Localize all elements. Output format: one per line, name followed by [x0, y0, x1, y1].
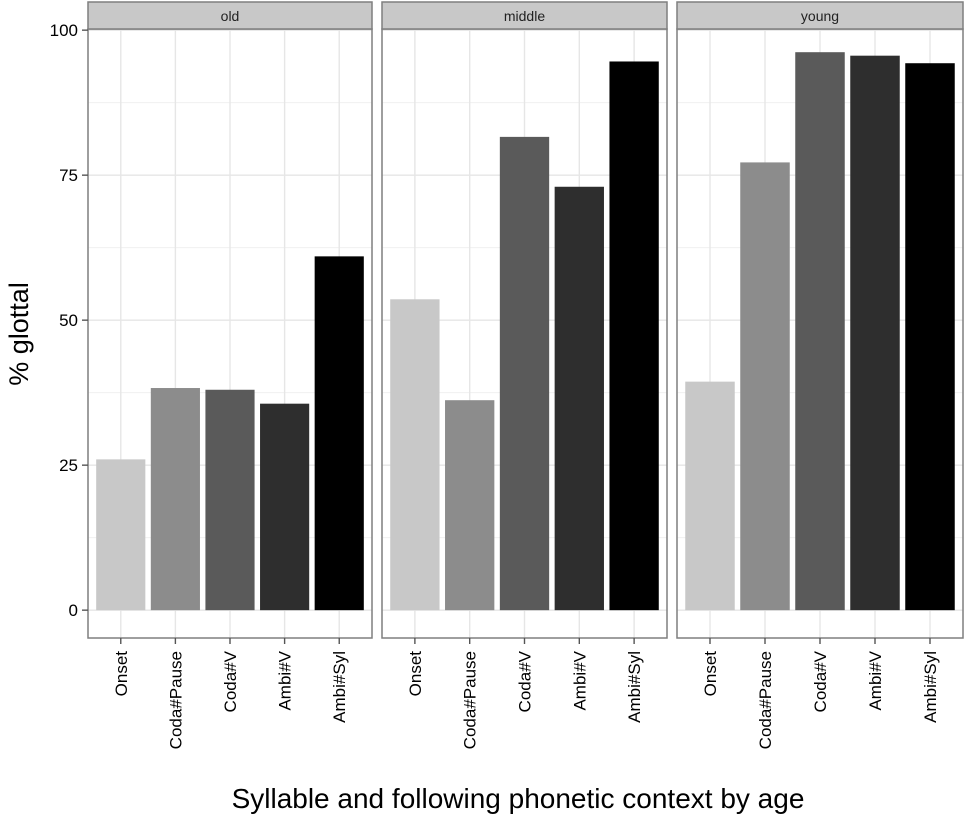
bar-young-Coda#Pause	[740, 162, 790, 611]
facet-panel-old: old	[87, 1, 373, 639]
x-tick-label: Ambi#Syl	[625, 651, 644, 723]
x-axis: Onset Coda#Pause Coda#V Ambi#V Ambi#Syl Onset…	[112, 638, 940, 749]
x-tick-label: Onset	[112, 651, 131, 697]
facet-strip-label: old	[221, 8, 240, 24]
bar-middle-Ambi#Syl	[609, 61, 659, 611]
bar-old-Coda#V	[205, 389, 255, 611]
x-tick-label: Coda#Pause	[166, 651, 185, 749]
y-tick-label: 0	[69, 601, 78, 620]
facet-panel-middle: middle	[381, 1, 668, 639]
bar-middle-Ambi#V	[554, 186, 604, 611]
y-axis: 0 25 50 75 100	[50, 21, 88, 620]
x-tick-label: Ambi#V	[866, 650, 885, 710]
bar-old-Onset	[96, 459, 146, 611]
x-tick-label: Onset	[701, 651, 720, 697]
facet-strip	[381, 1, 668, 30]
facet-strip-label: middle	[504, 8, 545, 24]
x-tick-label: Coda#Pause	[756, 651, 775, 749]
bar-middle-Coda#Pause	[445, 400, 495, 611]
y-tick-label: 50	[59, 311, 78, 330]
bar-old-Ambi#V	[260, 403, 310, 611]
y-tick-label: 100	[50, 21, 78, 40]
y-tick-label: 75	[59, 166, 78, 185]
facet-panel-young: young	[676, 1, 964, 639]
y-tick-label: 25	[59, 456, 78, 475]
x-axis-title: Syllable and following phonetic context …	[232, 783, 805, 814]
facet-strip-label: young	[801, 8, 839, 24]
x-tick-label: Onset	[406, 651, 425, 697]
x-tick-label: Coda#V	[811, 650, 830, 712]
facet-strip	[676, 1, 964, 30]
y-axis-title: % glottal	[4, 282, 34, 386]
x-tick-label: Coda#V	[221, 650, 240, 712]
bar-middle-Coda#V	[499, 136, 550, 611]
bar-middle-Onset	[390, 299, 440, 611]
bar-old-Ambi#Syl	[314, 256, 364, 611]
x-tick-label: Ambi#V	[570, 650, 589, 710]
x-tick-label: Ambi#Syl	[921, 651, 940, 723]
bar-old-Coda#Pause	[150, 388, 200, 611]
bar-young-Coda#V	[795, 52, 845, 611]
bar-young-Ambi#V	[850, 55, 900, 611]
x-tick-label: Coda#Pause	[461, 651, 480, 749]
x-tick-label: Ambi#V	[276, 650, 295, 710]
bar-young-Onset	[685, 381, 735, 611]
x-tick-label: Ambi#Syl	[330, 651, 349, 723]
x-tick-label: Coda#V	[516, 650, 535, 712]
bar-young-Ambi#Syl	[905, 63, 955, 611]
facet-strip	[87, 1, 373, 30]
panels-layer: old middle young	[87, 1, 964, 639]
